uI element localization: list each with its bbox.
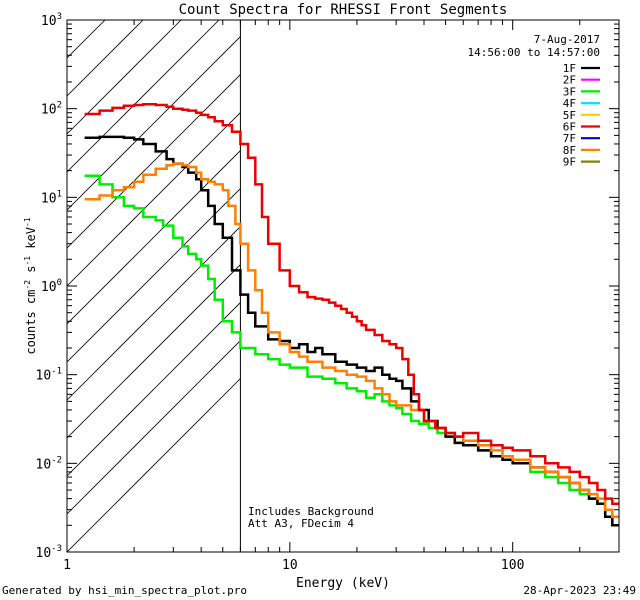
y-tick-label: 10-2 [36,455,63,472]
hatch-line [67,74,241,249]
x-axis-label: Energy (keV) [296,576,390,591]
y-tick-label: 10-3 [36,544,63,561]
legend-label: 2F [563,74,576,87]
time-range-label: 14:56:00 to 14:57:00 [468,46,600,59]
y-tick-label: 103 [41,12,62,29]
y-axis-label-exp: -1 [23,256,32,266]
legend-label: 1F [563,62,576,75]
series-line-1f [84,135,619,527]
hatch-line [67,112,241,287]
legend-label: 3F [563,85,576,98]
date-label: 7-Aug-2017 [534,33,600,46]
y-tick-label: 102 [41,101,62,118]
legend-label: 7F [563,132,576,145]
y-axis: 10-3 10-2 10-1 100 101 102 103 [36,12,619,561]
series-line-8f [84,162,619,518]
chart-title: Count Spectra for RHESSI Front Segments [179,2,508,18]
hatch-line [67,378,241,552]
footer-timestamp: 28-Apr-2023 23:49 [523,584,636,597]
y-axis-label-exp: -1 [23,217,32,227]
x-axis: 1 10 100 [63,20,620,573]
legend-label: 6F [563,121,576,134]
y-axis-label-part: counts cm [24,290,38,355]
series-line-6f [84,103,619,506]
hatch-line [67,188,241,363]
y-axis-label-part: keV [24,227,38,256]
x-tick-label: 1 [63,558,71,573]
note-attenuator: Att A3, FDecim 4 [248,517,354,530]
y-tick-label: 100 [41,278,62,295]
legend-label: 5F [563,109,576,122]
y-tick-label: 10-1 [36,367,63,384]
hatch-line [67,20,220,173]
hatch-line [67,20,182,135]
x-tick-label: 100 [501,558,524,573]
y-axis-label-part: s [24,266,38,280]
legend-label: 9F [563,156,576,169]
series-layer [84,103,619,527]
hatch-line [67,340,241,515]
hatch-line [67,302,241,477]
hatch-line [67,226,241,401]
hatch-line [67,150,241,325]
legend-label: 8F [563,144,576,157]
x-tick-label: 10 [282,558,298,573]
y-axis-label: counts cm-2 s-1 keV-1 [23,217,38,354]
legend-label: 4F [563,97,576,110]
footer-generated-by: Generated by hsi_min_spectra_plot.pro [2,584,247,597]
hatch-line [67,264,241,439]
note-background: Includes Background [248,505,374,518]
series-line-3f [84,174,619,527]
y-tick-label: 101 [41,189,62,206]
y-axis-label-exp: -2 [23,280,32,290]
hatch-line [67,36,241,211]
hatch-region [67,20,241,552]
